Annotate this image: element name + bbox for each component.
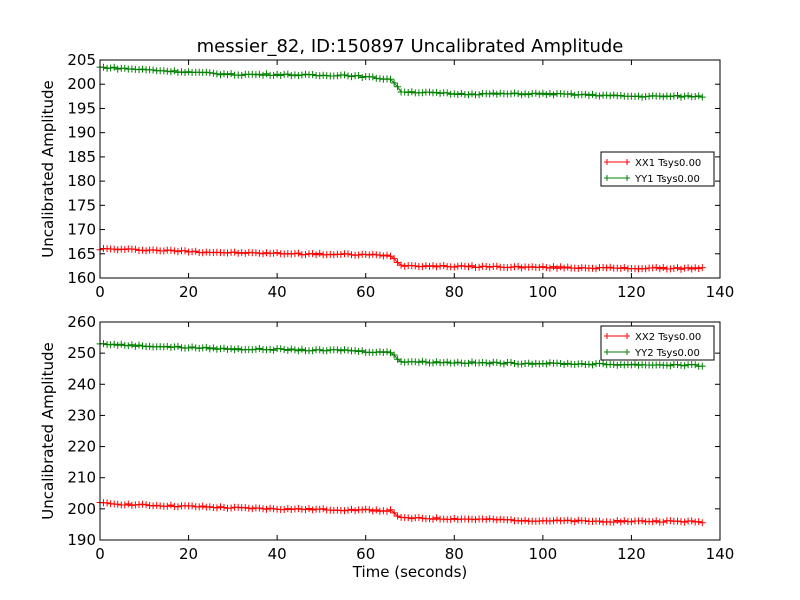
y-tick-label: 180 bbox=[67, 172, 96, 190]
x-tick-label: 20 bbox=[179, 283, 198, 301]
legend-marker bbox=[604, 349, 630, 355]
axes-frame bbox=[99, 59, 721, 279]
legend-box bbox=[600, 151, 715, 187]
y-tick-label: 190 bbox=[67, 531, 96, 549]
x-tick-label: 120 bbox=[617, 545, 646, 563]
y-tick-label: 175 bbox=[67, 196, 96, 214]
series-xx1 bbox=[96, 245, 706, 273]
chart-panel-2: 0 20 40 60 80 100 120 140 190 200 210 220 230 240 250 2… bbox=[39, 313, 734, 581]
y-tick-label: 200 bbox=[67, 75, 96, 93]
legend-entry: YY2 Tsys0.00 bbox=[634, 348, 700, 359]
x-tick-label: 80 bbox=[445, 283, 464, 301]
chart-title: messier_82, ID:150897 Uncalibrated Ampli… bbox=[197, 36, 624, 57]
y-axis-label: Uncalibrated Amplitude bbox=[39, 342, 57, 519]
legend-entry: XX2 Tsys0.00 bbox=[635, 332, 701, 343]
y-tick-label: 160 bbox=[67, 269, 96, 287]
y-tick-label: 230 bbox=[67, 406, 96, 424]
y-tick-label: 185 bbox=[67, 148, 96, 166]
y-tick-label: 205 bbox=[67, 51, 96, 69]
x-tick-label: 80 bbox=[445, 545, 464, 563]
series-markers bbox=[96, 499, 706, 527]
y-tick-label: 195 bbox=[67, 99, 96, 117]
axes-frame bbox=[99, 321, 721, 541]
series-markers bbox=[96, 63, 706, 101]
y-tick-label: 220 bbox=[67, 438, 96, 456]
series-markers bbox=[96, 245, 706, 273]
legend-entry: YY1 Tsys0.00 bbox=[634, 174, 700, 185]
legend: XX2 Tsys0.00 YY2 Tsys0.00 bbox=[600, 325, 715, 361]
y-tick-label: 170 bbox=[67, 221, 96, 239]
y-tick-label: 250 bbox=[67, 344, 96, 362]
legend-marker bbox=[604, 175, 630, 181]
x-tick-label: 60 bbox=[356, 283, 375, 301]
x-tick-label: 140 bbox=[706, 545, 735, 563]
series-yy1 bbox=[96, 63, 706, 101]
y-tick-label: 165 bbox=[67, 245, 96, 263]
legend-marker bbox=[604, 159, 630, 165]
y-tick-label: 210 bbox=[67, 469, 96, 487]
x-tick-label: 140 bbox=[706, 283, 735, 301]
legend-marker bbox=[604, 333, 630, 339]
x-tick-label: 120 bbox=[617, 283, 646, 301]
series-xx2 bbox=[96, 499, 706, 527]
y-tick-label: 260 bbox=[67, 313, 96, 331]
y-tick-label: 190 bbox=[67, 124, 96, 142]
legend: XX1 Tsys0.00 YY1 Tsys0.00 bbox=[600, 151, 715, 187]
x-tick-label: 20 bbox=[179, 545, 198, 563]
legend-box bbox=[600, 325, 715, 361]
x-tick-label: 0 bbox=[95, 545, 105, 563]
x-tick-label: 100 bbox=[529, 545, 558, 563]
x-tick-label: 0 bbox=[95, 283, 105, 301]
x-tick-label: 100 bbox=[529, 283, 558, 301]
x-tick-label: 40 bbox=[268, 545, 287, 563]
y-tick-label: 200 bbox=[67, 500, 96, 518]
y-axis-label: Uncalibrated Amplitude bbox=[39, 80, 57, 257]
x-tick-label: 60 bbox=[356, 545, 375, 563]
legend-entry: XX1 Tsys0.00 bbox=[635, 158, 701, 169]
y-tick-label: 240 bbox=[67, 375, 96, 393]
chart-panel-1: messier_82, ID:150897 Uncalibrated Ampli… bbox=[39, 36, 734, 301]
x-tick-label: 40 bbox=[268, 283, 287, 301]
x-axis-label: Time (seconds) bbox=[352, 563, 468, 581]
